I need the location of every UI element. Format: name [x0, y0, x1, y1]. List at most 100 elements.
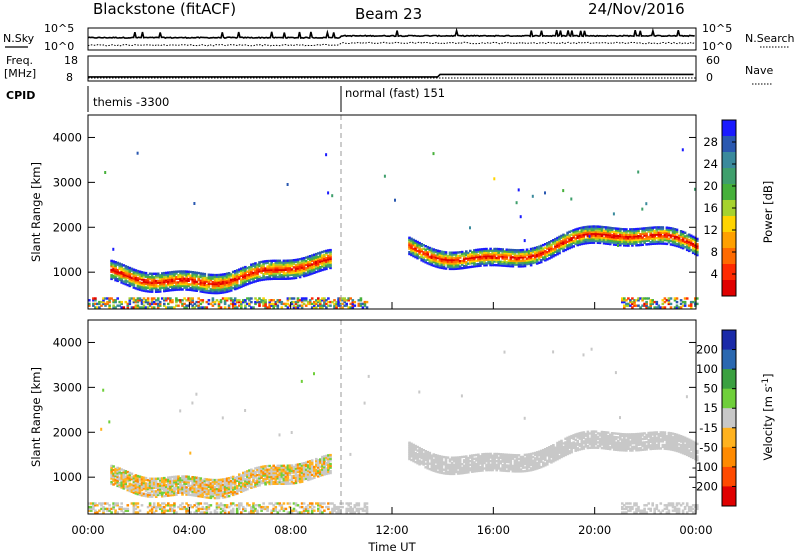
range-cell [140, 483, 144, 486]
range-cell [584, 225, 588, 229]
range-cell [414, 455, 417, 458]
range-cell [258, 277, 261, 280]
range-cell [687, 242, 691, 245]
range-cell [460, 472, 464, 475]
range-cell [173, 490, 176, 493]
range-cell [197, 476, 200, 480]
range-cell [529, 262, 533, 265]
range-cell [444, 456, 448, 459]
range-cell [452, 260, 456, 263]
range-cell [189, 504, 192, 507]
range-cell [420, 448, 423, 451]
range-cell [193, 485, 196, 488]
range-cell [533, 246, 537, 250]
range-cell [284, 475, 288, 478]
range-cell [677, 306, 681, 309]
range-cell [233, 286, 237, 289]
range-cell [215, 290, 219, 293]
range-cell [195, 282, 198, 285]
range-cell [537, 461, 541, 464]
range-cell [353, 504, 357, 507]
range-cell [130, 276, 134, 279]
range-cell [118, 471, 121, 474]
range-cell [596, 239, 600, 243]
range-cell [175, 493, 178, 496]
range-cell [594, 227, 598, 230]
range-cell [313, 260, 316, 264]
range-cell [282, 270, 286, 273]
range-cell [264, 477, 267, 481]
range-cell [440, 457, 444, 460]
range-cell [252, 273, 255, 276]
range-cell [227, 489, 231, 492]
range-cell [217, 504, 221, 507]
range-cell [148, 486, 152, 489]
range-cell [110, 263, 113, 266]
range-cell [432, 469, 436, 472]
range-cell [673, 306, 677, 309]
range-cell [217, 487, 221, 491]
range-cell [217, 284, 221, 287]
range-cell [440, 266, 444, 270]
range-cell [294, 509, 298, 512]
range-cell [420, 449, 423, 453]
range-cell [361, 509, 365, 512]
range-cell [238, 505, 241, 509]
range-cell [278, 479, 282, 482]
range-cell [448, 469, 452, 472]
range-cell [365, 505, 369, 509]
range-cell [233, 480, 237, 483]
range-cell [92, 302, 95, 306]
range-cell [193, 302, 196, 306]
range-cell [487, 254, 490, 258]
range-cell [596, 234, 600, 237]
range-cell [169, 481, 172, 484]
range-cell [215, 277, 219, 280]
range-cell [304, 261, 308, 265]
range-cell [138, 277, 142, 281]
range-cell [225, 484, 229, 488]
range-cell [667, 302, 671, 306]
range-cell [197, 485, 200, 489]
range-cell [211, 304, 215, 307]
range-cell [175, 277, 178, 281]
range-cell [448, 467, 452, 470]
range-cell [254, 297, 257, 300]
range-cell [418, 243, 421, 247]
range-cell [171, 278, 174, 281]
range-cell [136, 286, 140, 289]
range-cell [242, 273, 245, 277]
range-cell [562, 246, 565, 249]
range-cell [507, 460, 511, 464]
range-cell [262, 304, 265, 307]
range-cell [150, 288, 154, 292]
range-cell [359, 297, 363, 300]
range-cell [440, 459, 444, 462]
range-cell [635, 229, 638, 233]
range-cell [321, 464, 324, 468]
range-cell [223, 483, 227, 486]
range-cell [152, 297, 156, 300]
range-cell [582, 228, 586, 231]
range-cell [416, 240, 419, 244]
range-cell [203, 285, 207, 288]
range-cell [544, 257, 547, 260]
range-cell [641, 304, 644, 307]
range-cell [201, 274, 205, 277]
range-cell [177, 488, 180, 491]
range-cell [92, 507, 95, 511]
range-cell [507, 264, 511, 268]
range-cell [272, 509, 275, 512]
range-cell [481, 253, 484, 256]
range-cell [270, 511, 273, 514]
range-cell [248, 275, 251, 278]
range-cell [410, 458, 413, 462]
range-cell [238, 304, 241, 307]
range-cell [661, 238, 665, 242]
range-cell [467, 460, 470, 463]
range-cell [546, 254, 549, 257]
range-cell [161, 486, 164, 489]
range-cell [181, 288, 184, 291]
range-cell [617, 238, 620, 241]
range-cell [319, 256, 322, 260]
